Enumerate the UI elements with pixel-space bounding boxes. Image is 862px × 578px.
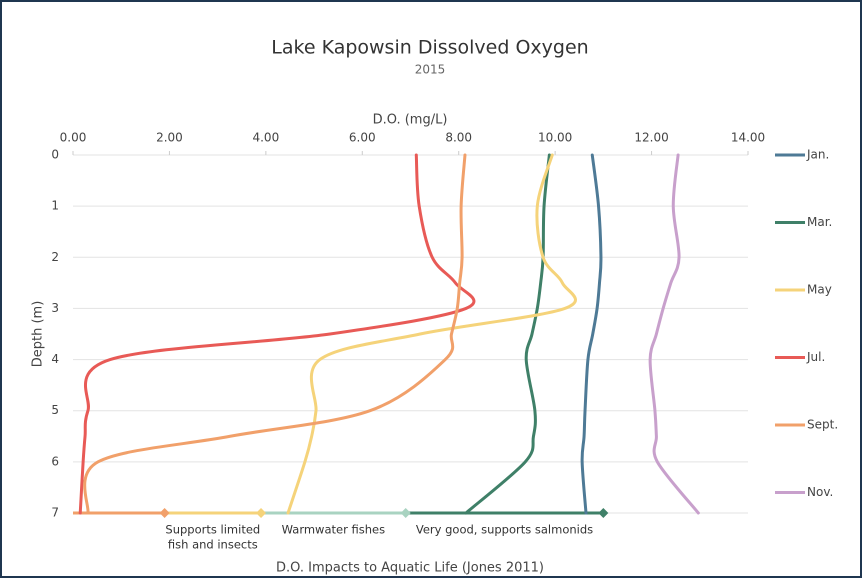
chart-title: Lake Kapowsin Dissolved Oxygen: [271, 37, 588, 59]
legend-label: Jan.: [806, 148, 829, 162]
impact-marker: [400, 508, 411, 518]
x-tick-label: 0.00: [60, 131, 87, 145]
chart-subtitle: 2015: [415, 63, 446, 77]
legend-label: Sept.: [807, 418, 838, 432]
series-line: [580, 153, 603, 515]
series-line: [83, 153, 467, 515]
legend-label: Nov.: [807, 485, 833, 499]
series-line: [78, 153, 476, 515]
legend-label: May: [807, 283, 832, 297]
legend-label: Jul.: [806, 350, 825, 364]
y-tick-label: 1: [51, 199, 59, 213]
x-tick-label: 2.00: [156, 131, 183, 145]
y-tick-label: 2: [51, 250, 59, 264]
series-line: [648, 153, 700, 515]
x-tick-label: 10.00: [538, 131, 572, 145]
x-tick-label: 8.00: [445, 131, 472, 145]
x-axis-title: D.O. (mg/L): [373, 113, 448, 128]
impact-label: Warmwater fishes: [282, 523, 385, 537]
y-tick-label: 5: [51, 403, 59, 417]
y-axis-title: Depth (m): [31, 301, 46, 368]
y-tick-label: 6: [51, 454, 59, 468]
x-tick-label: 12.00: [634, 131, 668, 145]
impact-label: fish and insects: [168, 538, 258, 552]
x-tick-label: 14.00: [731, 131, 765, 145]
y-tick-label: 3: [51, 301, 59, 315]
bottom-title: D.O. Impacts to Aquatic Life (Jones 2011…: [276, 561, 544, 576]
impact-marker: [598, 508, 609, 518]
impact-label: Very good, supports salmonids: [416, 523, 593, 537]
impact-marker: [256, 508, 267, 518]
y-tick-label: 0: [51, 148, 59, 162]
x-tick-label: 4.00: [252, 131, 279, 145]
y-tick-label: 7: [51, 506, 59, 520]
y-tick-label: 4: [51, 352, 59, 366]
series-line: [286, 153, 577, 515]
x-tick-label: 6.00: [349, 131, 376, 145]
impact-label: Supports limited: [165, 523, 260, 537]
impact-marker: [159, 508, 170, 518]
series-line: [464, 153, 551, 515]
legend-label: Mar.: [807, 215, 832, 229]
